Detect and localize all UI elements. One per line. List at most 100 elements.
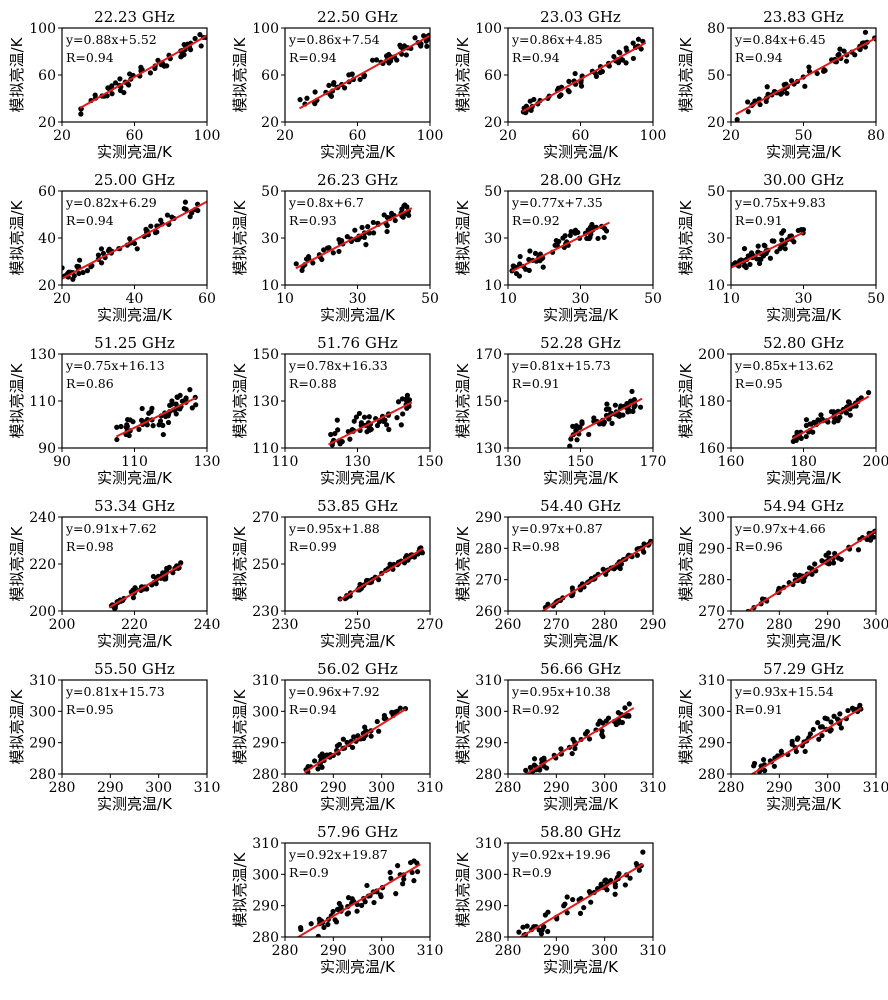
data-point [141, 845, 146, 850]
y-tick-label: 300 [698, 704, 725, 720]
data-point [95, 252, 102, 258]
y-tick-label: 160 [698, 441, 725, 457]
data-point [629, 388, 635, 395]
data-point [415, 869, 421, 875]
x-tick-label: 50 [644, 291, 662, 307]
data-point [169, 214, 175, 220]
x-axis-label: 实测亮温/K [543, 306, 619, 324]
y-tick-label: 290 [698, 736, 725, 752]
data-point [782, 246, 788, 252]
data-point [862, 29, 869, 35]
data-point [293, 261, 299, 267]
plot-frame [284, 679, 431, 775]
data-point [165, 419, 172, 426]
data-point [399, 396, 405, 402]
x-tick-label: 10 [276, 291, 294, 307]
y-axis-label: 模拟亮温/K [231, 362, 249, 438]
y-tick-label: 310 [252, 673, 279, 689]
data-point [137, 848, 142, 853]
r-value: R=0.92 [512, 702, 560, 717]
fit-equation: y=0.95x+10.38 [511, 684, 611, 699]
data-point [328, 451, 333, 456]
data-point [368, 426, 374, 432]
data-point [403, 52, 409, 58]
y-tick-label: 310 [698, 673, 725, 689]
x-axis-label: 实测亮温/K [543, 632, 619, 650]
data-point [562, 901, 568, 907]
data-point [619, 719, 625, 726]
x-tick-label: 90 [53, 454, 71, 470]
data-point [526, 256, 532, 263]
data-point [539, 756, 545, 763]
y-tick-label: 100 [252, 21, 279, 37]
data-point [767, 255, 773, 261]
scatter-panel: 54.40 GHz y=0.97x+0.87 R=0.98 260 270 280 290 2… [454, 497, 666, 650]
y-axis-label: 模拟亮温/K [454, 688, 472, 764]
data-point [531, 762, 537, 768]
data-point [370, 219, 376, 226]
fit-equation: y=0.75x+16.13 [65, 358, 165, 373]
y-tick-label: 110 [29, 394, 56, 410]
data-point [79, 875, 84, 880]
x-tick-label: 130 [495, 454, 522, 470]
fit-equation: y=0.96x+7.92 [288, 684, 380, 699]
data-point [110, 864, 115, 869]
x-tick-label: 240 [194, 617, 221, 633]
x-tick-label: 200 [863, 454, 888, 470]
data-point [570, 896, 576, 903]
data-point [615, 60, 622, 66]
data-point [189, 210, 195, 216]
data-point [630, 40, 636, 46]
x-tick-label: 110 [272, 454, 299, 470]
data-point [304, 95, 310, 101]
points-group [567, 388, 644, 448]
data-point [354, 908, 360, 914]
fit-line [79, 34, 207, 109]
data-point [611, 53, 617, 60]
y-tick-label: 100 [29, 21, 56, 37]
data-point [98, 260, 105, 266]
data-point [174, 394, 181, 401]
data-point [595, 235, 601, 242]
data-point [566, 78, 572, 84]
fit-equation: y=0.81x+15.73 [511, 358, 611, 373]
data-point [104, 93, 110, 99]
y-tick-label: 280 [252, 767, 279, 783]
x-axis-label: 实测亮温/K [97, 795, 173, 813]
r-value: R=0.91 [735, 213, 783, 228]
data-point [147, 838, 152, 843]
data-point [124, 855, 129, 860]
data-point [852, 52, 858, 58]
data-point [117, 76, 123, 82]
data-point [339, 439, 345, 445]
data-point [81, 877, 86, 882]
y-tick-label: 290 [475, 510, 502, 526]
data-point [121, 89, 127, 96]
data-point [93, 868, 98, 873]
scatter-panel: 56.02 GHz y=0.96x+7.92 R=0.94 280 290 300 310 2… [231, 660, 443, 813]
data-point [516, 929, 522, 935]
y-tick-label: 310 [29, 673, 56, 689]
data-point [741, 263, 748, 269]
data-point [421, 33, 427, 39]
data-point [622, 705, 628, 711]
data-point [617, 565, 623, 572]
data-point [118, 423, 124, 430]
y-tick-label: 180 [698, 394, 725, 410]
data-point [763, 98, 769, 105]
data-point [520, 924, 526, 930]
data-point [189, 405, 195, 411]
data-point [163, 834, 168, 839]
data-point [637, 404, 644, 410]
data-point [384, 422, 390, 428]
data-point [158, 217, 164, 223]
x-axis-label: 实测亮温/K [320, 795, 396, 813]
y-axis-label: 模拟亮温/K [677, 36, 695, 112]
y-tick-label: 310 [252, 836, 279, 852]
data-point [98, 246, 105, 252]
fit-line [750, 707, 863, 774]
data-point [168, 828, 173, 833]
x-tick-label: 280 [591, 617, 618, 633]
x-tick-label: 310 [417, 780, 444, 796]
